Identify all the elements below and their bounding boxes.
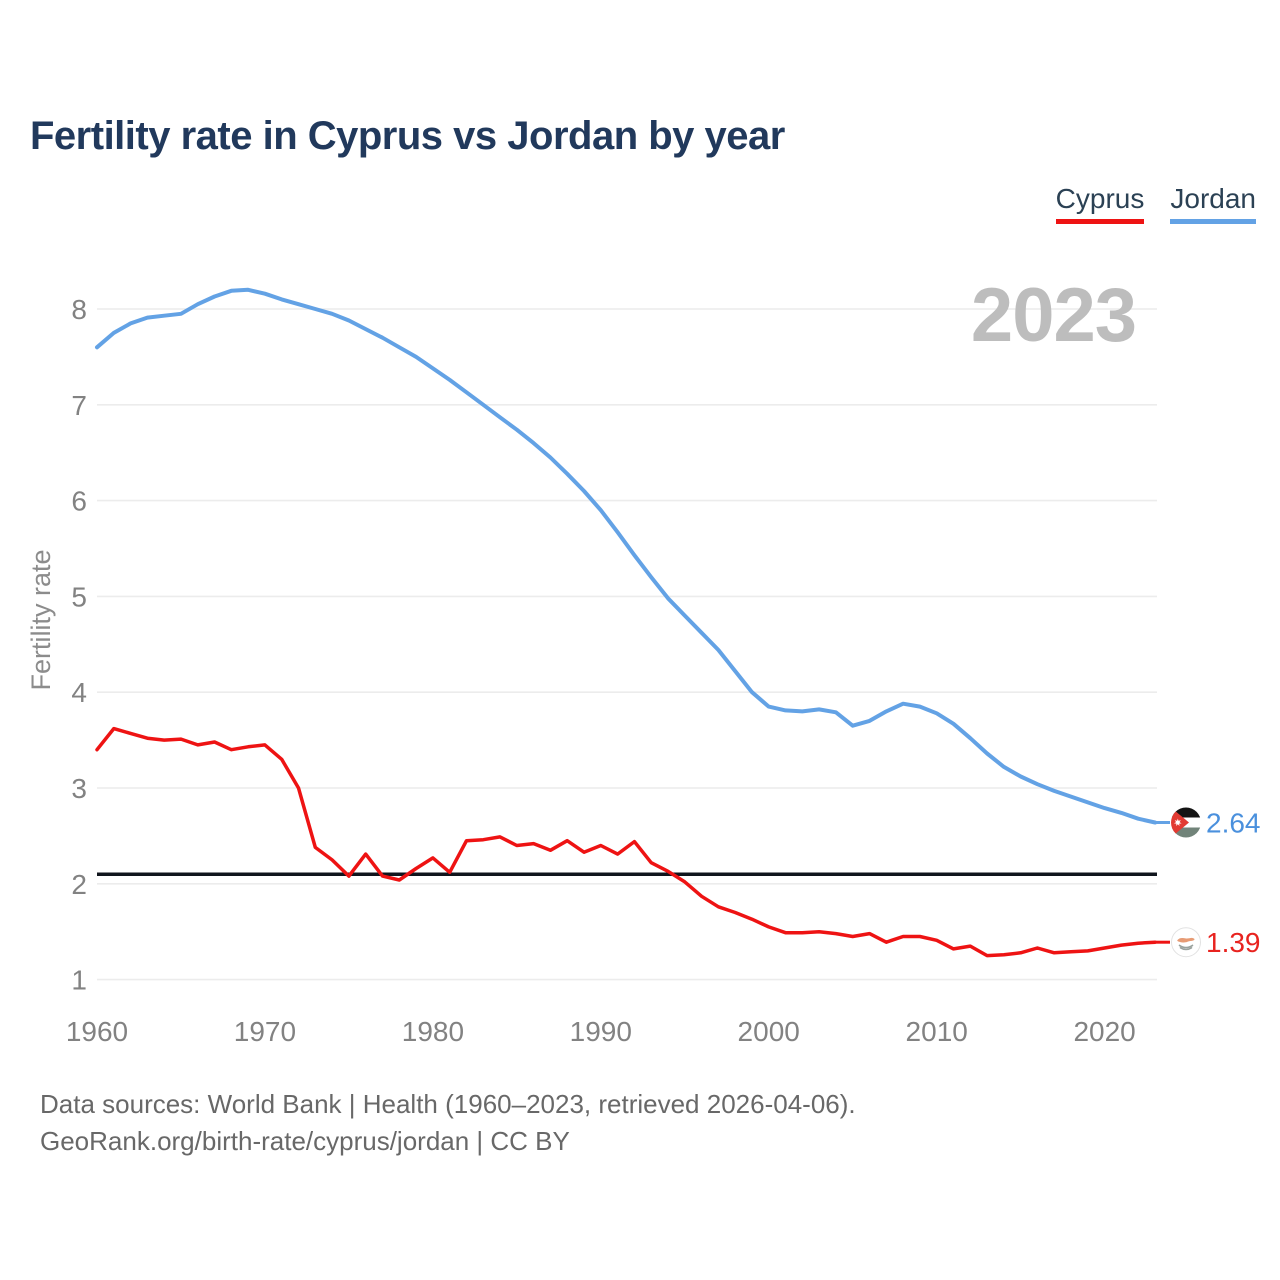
cyprus-flag-icon <box>1171 927 1201 958</box>
x-axis-tick-labels: 1960 1970 1980 1990 2000 2010 2020 <box>66 1016 1136 1047</box>
legend: Cyprus Jordan <box>1055 183 1256 224</box>
watermark-year: 2023 <box>971 273 1136 358</box>
y-tick-label-1: 1 <box>71 965 87 996</box>
x-tick-label-2010: 2010 <box>906 1016 968 1047</box>
y-tick-label-5: 5 <box>71 581 87 612</box>
y-tick-label-6: 6 <box>71 486 87 517</box>
page-title: Fertility rate in Cyprus vs Jordan by ye… <box>30 114 785 158</box>
y-tick-label-2: 2 <box>71 869 87 900</box>
y-tick-label-4: 4 <box>71 677 87 708</box>
x-tick-label-1970: 1970 <box>234 1016 296 1047</box>
jordan-flag-icon <box>1171 807 1201 838</box>
footer: Data sources: World Bank | Health (1960–… <box>40 1086 856 1160</box>
y-tick-label-8: 8 <box>71 294 87 325</box>
x-tick-label-2020: 2020 <box>1073 1016 1135 1047</box>
cyprus-end-value-label: 1.39 <box>1206 927 1261 958</box>
cyprus-series-line <box>95 726 1157 958</box>
y-axis-tick-labels: 1 2 3 4 5 6 7 8 <box>71 294 87 996</box>
jordan-end-value-label: 2.64 <box>1206 808 1261 839</box>
y-axis-title: Fertility rate <box>26 549 56 690</box>
footer-data-sources: Data sources: World Bank | Health (1960–… <box>40 1089 856 1119</box>
legend-item-jordan[interactable]: Jordan <box>1170 183 1256 224</box>
y-tick-label-3: 3 <box>71 773 87 804</box>
y-tick-label-7: 7 <box>71 390 87 421</box>
footer-attribution: GeoRank.org/birth-rate/cyprus/jordan | C… <box>40 1126 570 1156</box>
x-tick-label-1990: 1990 <box>570 1016 632 1047</box>
jordan-series-line <box>95 287 1157 825</box>
y-gridlines <box>97 308 1157 981</box>
x-tick-label-1980: 1980 <box>402 1016 464 1047</box>
x-tick-label-1960: 1960 <box>66 1016 128 1047</box>
x-tick-label-2000: 2000 <box>738 1016 800 1047</box>
legend-item-cyprus[interactable]: Cyprus <box>1055 183 1145 224</box>
